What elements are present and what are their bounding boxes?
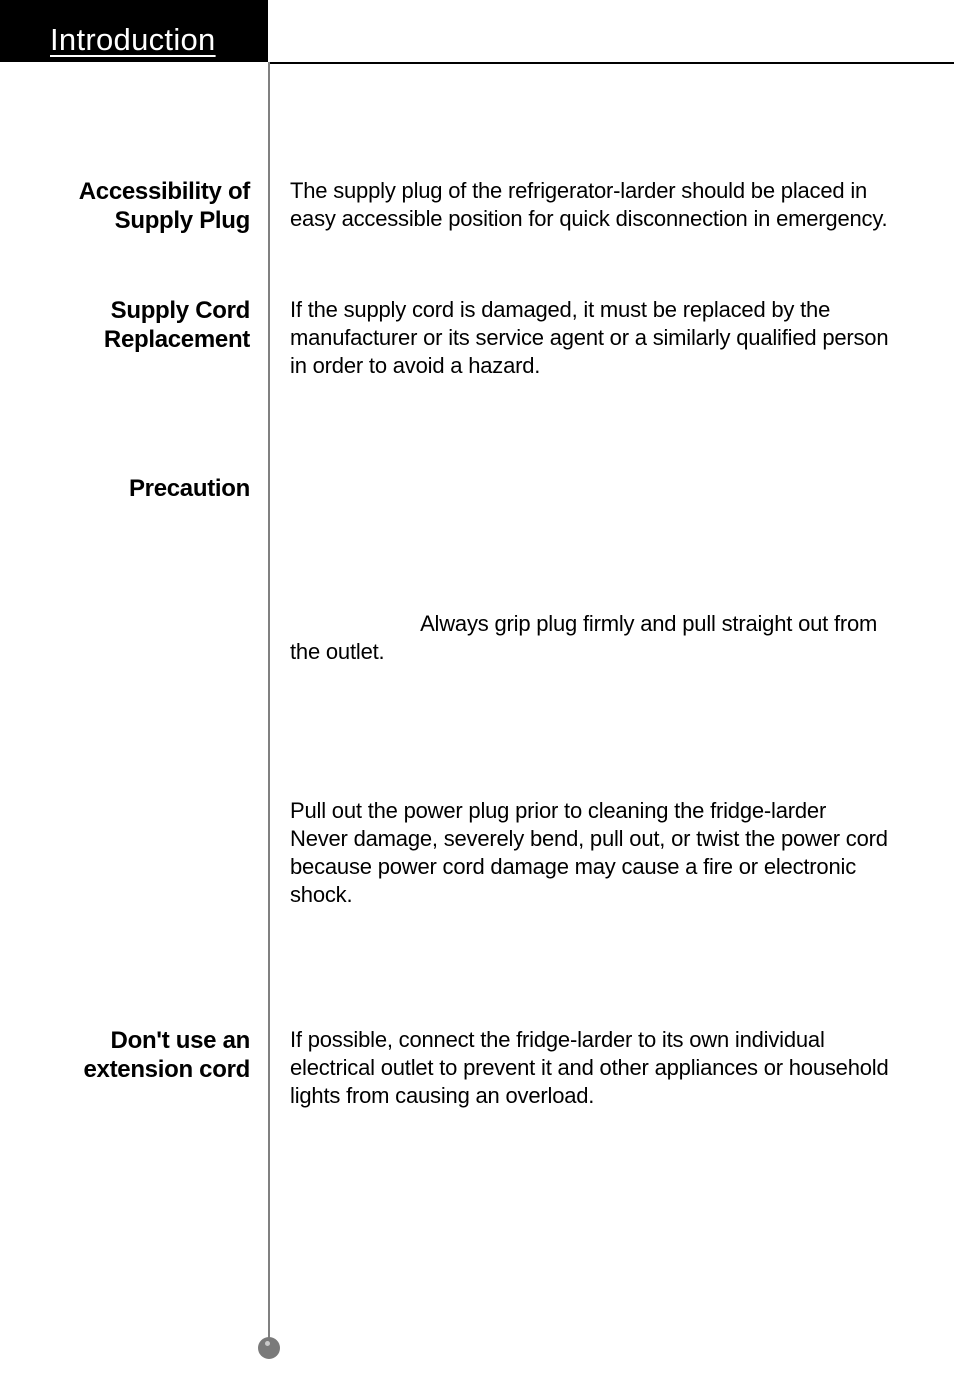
section-body-precaution-2: Pull out the power plug prior to cleanin… bbox=[290, 797, 902, 910]
content-area: Accessibility of Supply Plug The supply … bbox=[0, 62, 954, 1399]
indent-prefix bbox=[290, 611, 420, 636]
header-band: Introduction bbox=[0, 0, 268, 62]
header-title: Introduction bbox=[50, 22, 216, 58]
heading-line: Supply Plug bbox=[115, 207, 250, 234]
heading-line: Replacement bbox=[104, 326, 250, 353]
section-heading-supply-cord: Supply Cord Replacement bbox=[0, 296, 250, 355]
section-heading-precaution: Precaution bbox=[0, 474, 250, 503]
section-body-precaution-1: Always grip plug firmly and pull straigh… bbox=[290, 610, 902, 666]
section-heading-accessibility: Accessibility of Supply Plug bbox=[0, 177, 250, 236]
heading-line: Supply Cord bbox=[111, 297, 250, 324]
section-body-supply-cord: If the supply cord is damaged, it must b… bbox=[290, 296, 902, 380]
heading-line: Accessibility of bbox=[79, 178, 250, 205]
section-body-accessibility: The supply plug of the refrigerator-lard… bbox=[290, 177, 902, 233]
vertical-divider bbox=[268, 62, 270, 1341]
heading-line: Precaution bbox=[129, 475, 250, 502]
section-body-extension: If possible, connect the fridge-larder t… bbox=[290, 1026, 902, 1110]
heading-line: extension cord bbox=[83, 1056, 250, 1083]
section-heading-extension: Don't use an extension cord bbox=[0, 1026, 250, 1085]
heading-line: Don't use an bbox=[111, 1027, 250, 1054]
page-number-dot-icon bbox=[258, 1337, 280, 1359]
document-page: Introduction Accessibility of Supply Plu… bbox=[0, 0, 954, 1399]
